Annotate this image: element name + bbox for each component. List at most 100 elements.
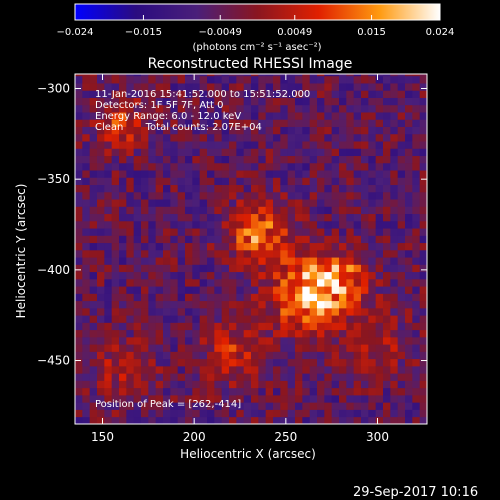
heatmap-cell: [97, 213, 105, 222]
heatmap-cell: [177, 126, 186, 135]
heatmap-cell: [133, 228, 142, 236]
heatmap-cell: [229, 184, 237, 193]
heatmap-cell: [199, 133, 208, 142]
heatmap-cell: [97, 206, 105, 215]
heatmap-cell: [309, 358, 318, 367]
heatmap-cell: [133, 162, 142, 171]
heatmap-cell: [75, 278, 83, 287]
heatmap-cell: [302, 373, 311, 381]
heatmap-cell: [243, 307, 252, 316]
heatmap-cell: [126, 141, 135, 149]
heatmap-cell: [317, 220, 325, 229]
heatmap-cell: [207, 329, 215, 338]
heatmap-cell: [229, 271, 237, 280]
heatmap-cell: [75, 394, 83, 403]
heatmap-cell: [75, 286, 83, 294]
heatmap-cell: [280, 75, 289, 84]
heatmap-cell: [287, 155, 296, 164]
heatmap-cell: [339, 199, 347, 207]
heatmap-cell: [236, 155, 245, 164]
heatmap-cell: [273, 75, 281, 84]
heatmap-cell: [346, 358, 355, 367]
heatmap-cell: [346, 235, 355, 244]
heatmap-cell: [141, 74, 149, 77]
heatmap-cell: [177, 394, 186, 403]
heatmap-cell: [302, 300, 311, 309]
heatmap-cell: [148, 235, 157, 244]
heatmap-cell: [419, 74, 427, 77]
heatmap-cell: [273, 307, 281, 316]
heatmap-cell: [163, 177, 171, 186]
heatmap-cell: [265, 220, 274, 229]
heatmap-cell: [346, 394, 355, 403]
heatmap-cell: [273, 162, 281, 171]
heatmap-cell: [383, 394, 391, 403]
heatmap-cell: [155, 416, 164, 424]
heatmap-cell: [331, 228, 340, 236]
heatmap-cell: [207, 387, 215, 396]
heatmap-cell: [405, 336, 413, 345]
heatmap-cell: [177, 387, 186, 396]
heatmap-cell: [185, 315, 193, 323]
heatmap-cell: [133, 278, 142, 287]
heatmap-cell: [214, 315, 223, 323]
heatmap-cell: [89, 322, 98, 331]
heatmap-cell: [119, 365, 127, 374]
heatmap-cell: [243, 155, 252, 164]
heatmap-cell: [331, 162, 340, 171]
heatmap-cell: [383, 170, 391, 178]
heatmap-cell: [207, 133, 215, 142]
heatmap-cell: [287, 74, 296, 77]
heatmap-cell: [163, 74, 171, 77]
heatmap-cell: [346, 286, 355, 294]
heatmap-cell: [346, 373, 355, 381]
heatmap-cell: [207, 104, 215, 113]
heatmap-cell: [295, 402, 303, 410]
heatmap-cell: [397, 148, 406, 157]
heatmap-cell: [375, 177, 384, 186]
heatmap-cell: [287, 112, 296, 120]
heatmap-cell: [229, 148, 237, 157]
heatmap-cell: [302, 264, 311, 273]
heatmap-cell: [309, 249, 318, 258]
heatmap-cell: [251, 155, 259, 164]
heatmap-cell: [104, 83, 113, 91]
heatmap-cell: [353, 293, 362, 302]
heatmap-cell: [163, 155, 171, 164]
heatmap-cell: [214, 155, 223, 164]
heatmap-cell: [207, 322, 215, 331]
heatmap-cell: [133, 329, 142, 338]
heatmap-cell: [111, 344, 120, 352]
heatmap-cell: [214, 133, 223, 142]
heatmap-cell: [229, 228, 237, 236]
heatmap-cell: [133, 380, 142, 389]
heatmap-cell: [317, 83, 325, 91]
heatmap-cell: [383, 228, 391, 236]
heatmap-cell: [390, 170, 399, 178]
heatmap-cell: [309, 199, 318, 207]
heatmap-cell: [375, 373, 384, 381]
heatmap-cell: [295, 394, 303, 403]
heatmap-cell: [287, 104, 296, 113]
heatmap-cell: [221, 402, 230, 410]
heatmap-cell: [339, 380, 347, 389]
heatmap-cell: [346, 387, 355, 396]
heatmap-cell: [390, 242, 399, 251]
heatmap-cell: [295, 184, 303, 193]
heatmap-cell: [419, 365, 427, 374]
heatmap-cell: [390, 206, 399, 215]
heatmap-cell: [199, 228, 208, 236]
heatmap-cell: [397, 278, 406, 287]
heatmap-cell: [148, 155, 157, 164]
heatmap-cell: [375, 75, 384, 84]
heatmap-cell: [339, 264, 347, 273]
heatmap-cell: [339, 257, 347, 265]
heatmap-cell: [104, 373, 113, 381]
heatmap-cell: [75, 293, 83, 302]
heatmap-cell: [251, 380, 259, 389]
heatmap-cell: [309, 133, 318, 142]
heatmap-cell: [126, 402, 135, 410]
heatmap-cell: [324, 119, 333, 127]
heatmap-cell: [236, 148, 245, 157]
heatmap-cell: [207, 170, 215, 178]
